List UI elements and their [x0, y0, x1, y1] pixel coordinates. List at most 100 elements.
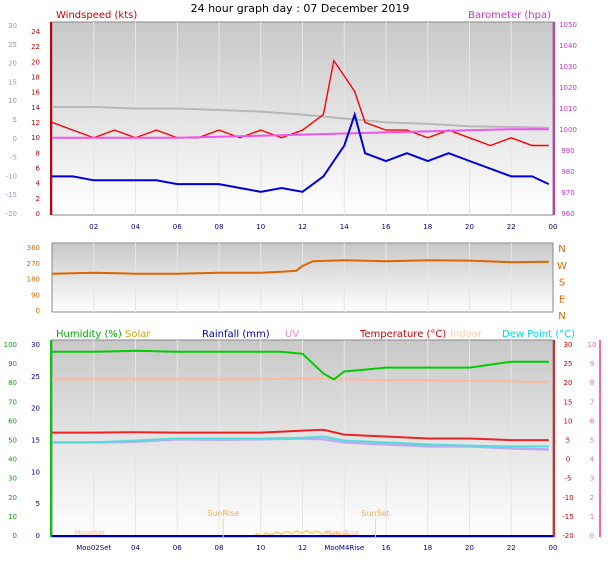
humidity-tick-label: 20: [8, 494, 17, 502]
right-tick-label: 990: [561, 147, 574, 155]
x-tick-label: 08: [215, 223, 224, 231]
rain-tick-label: 5: [36, 500, 40, 508]
uv-tick-label: 2: [590, 494, 594, 502]
x-tick-label: 12: [298, 544, 307, 552]
series-wind-speed: [52, 111, 550, 193]
rain-tick-label: 20: [31, 405, 40, 413]
legend-item: Temperature (°C): [359, 329, 446, 340]
uv-tick-label: 3: [590, 475, 594, 483]
x-tick-label: Moo02Set: [76, 544, 111, 552]
humidity-tick-label: 40: [8, 456, 17, 464]
rain-tick-label: 10: [31, 468, 40, 476]
inner-tick-label: 16: [31, 89, 40, 97]
uv-tick-label: 0: [590, 532, 594, 540]
humidity-tick-label: 60: [8, 417, 17, 425]
temp-tick-label: 10: [564, 417, 573, 425]
right-tick-label: 1000: [559, 126, 577, 134]
uv-tick-label: 7: [590, 398, 594, 406]
uv-tick-label: 8: [590, 379, 594, 387]
temp-tick-label: 30: [564, 341, 573, 349]
temp-tick-label: -5: [565, 475, 572, 483]
x-tick-label: 16: [382, 223, 391, 231]
legend-item: Dew Point (°C): [502, 329, 575, 340]
uv-tick-label: 10: [588, 341, 597, 349]
legend-item: UV: [285, 329, 299, 340]
outer-tick-label: -5: [10, 154, 17, 162]
humidity-tick-label: 80: [8, 379, 17, 387]
uv-tick-label: 1: [590, 513, 594, 521]
x-tick-label: 04: [131, 223, 140, 231]
x-tick-label: 22: [507, 223, 516, 231]
right-tick-label: 1030: [559, 63, 577, 71]
outer-tick-label: -20: [6, 210, 17, 218]
humidity-tick-label: 70: [8, 398, 17, 406]
humidity-tick-label: 90: [8, 360, 17, 368]
series-indoor: [52, 377, 549, 384]
temp-tick-label: -15: [562, 513, 573, 521]
outer-tick-label: 0: [13, 135, 17, 143]
uv-tick-label: 5: [590, 437, 594, 445]
x-tick-label: 18: [423, 544, 432, 552]
series-temperature: [52, 428, 549, 442]
humidity-tick-label: 50: [8, 437, 17, 445]
inner-tick-label: 20: [31, 58, 40, 66]
x-tick-label: 20: [465, 544, 474, 552]
series-humidity: [52, 349, 549, 381]
series-dew-point: [52, 435, 549, 448]
humidity-tick-label: 30: [8, 475, 17, 483]
moonset-label: MoonSet: [75, 529, 106, 537]
inner-tick-label: 12: [31, 119, 40, 127]
rain-tick-label: 30: [31, 341, 40, 349]
right-axis-label: Barometer (hpa): [468, 10, 551, 21]
outer-tick-label: 20: [8, 60, 17, 68]
inner-tick-label: 24: [31, 28, 40, 36]
humidity-tick-label: 100: [4, 341, 17, 349]
x-tick-label: 20: [465, 223, 474, 231]
x-tick-label: 00: [549, 544, 558, 552]
compass-label: N: [558, 244, 565, 255]
wind-barometer-panel: Windspeed (kts) Barometer (hpa)3025201510…: [6, 10, 577, 231]
temp-tick-label: 20: [564, 379, 573, 387]
temp-tick-label: -10: [562, 494, 573, 502]
rain-tick-label: 25: [31, 373, 40, 381]
direction-tick-label: 360: [27, 244, 40, 252]
legend-item: Solar: [125, 329, 151, 340]
right-tick-label: 1020: [559, 84, 577, 92]
inner-tick-label: 8: [36, 149, 40, 157]
temp-tick-label: 15: [564, 398, 573, 406]
series-direction: [51, 259, 549, 275]
legend-item: Indoor: [450, 329, 483, 340]
right-tick-label: 960: [561, 210, 574, 218]
moonrise-label: MoonRise: [325, 529, 359, 537]
direction-tick-label: 270: [27, 260, 40, 268]
outer-tick-label: -15: [6, 191, 17, 199]
x-tick-label: 02: [89, 223, 98, 231]
compass-label: E: [559, 294, 565, 305]
left-axis-label: Windspeed (kts): [56, 10, 137, 21]
inner-tick-label: 0: [36, 210, 40, 218]
right-tick-label: 980: [561, 168, 574, 176]
graph-title: 24 hour graph day : 07 December 2019: [191, 2, 410, 15]
outer-tick-label: 10: [8, 97, 17, 105]
x-tick-label: 10: [256, 223, 265, 231]
inner-tick-label: 18: [31, 74, 40, 82]
series-barometer: [52, 128, 549, 139]
x-tick-label: 12: [298, 223, 307, 231]
x-tick-label: 18: [423, 223, 432, 231]
inner-tick-label: 2: [36, 195, 40, 203]
sunset-label: SunSet: [361, 509, 389, 518]
x-tick-label: 00: [549, 223, 558, 231]
x-tick-label: 06: [173, 223, 182, 231]
inner-tick-label: 6: [36, 165, 41, 173]
compass-label: N: [558, 311, 565, 322]
x-tick-label: 08: [215, 544, 224, 552]
compass-label: W: [557, 261, 567, 272]
outer-tick-label: 5: [13, 116, 17, 124]
x-tick-label: MooM4Rise: [324, 544, 364, 552]
uv-tick-label: 4: [590, 456, 595, 464]
x-tick-label: 04: [131, 544, 140, 552]
temperature-humidity-panel: Humidity (%) Solar Rainfall (mm) UV Temperat…: [4, 329, 601, 552]
x-tick-label: 10: [256, 544, 265, 552]
right-tick-label: 970: [561, 189, 574, 197]
